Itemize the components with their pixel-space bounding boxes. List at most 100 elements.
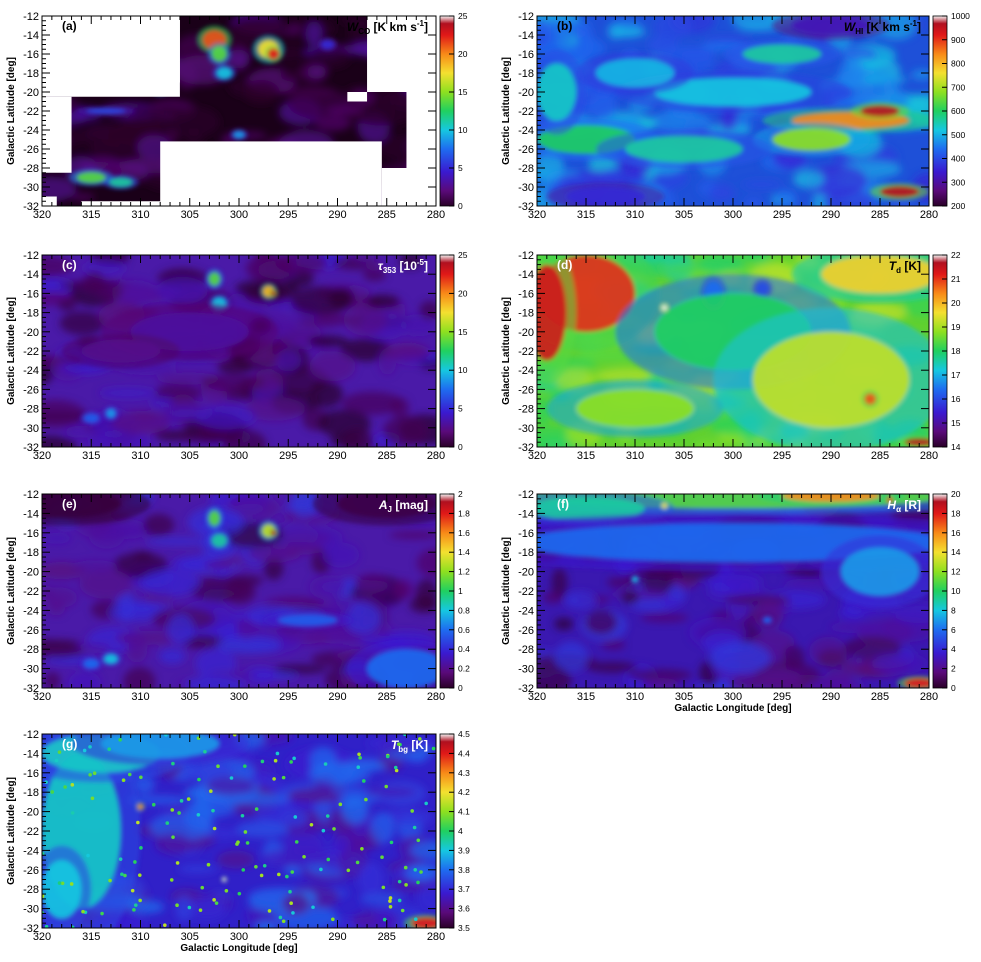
structure-core xyxy=(211,533,228,548)
point-source xyxy=(424,801,428,806)
colorbar-tick-label: 4.5 xyxy=(458,729,470,739)
structure-core xyxy=(216,67,233,79)
y-tick-label: -24 xyxy=(23,845,39,857)
structure-core xyxy=(104,654,118,664)
texture-patch xyxy=(123,667,156,688)
texture-patch xyxy=(343,303,387,336)
point-source xyxy=(42,851,45,856)
point-source xyxy=(278,915,283,920)
y-tick-label: -14 xyxy=(23,508,39,520)
point-source xyxy=(138,898,142,903)
x-tick-label: 300 xyxy=(230,931,248,943)
y-axis: -12 -14 -16 -18 -20 -22 -24 -26 -28 -30 -32 xyxy=(518,250,929,454)
structure-core xyxy=(742,44,822,64)
point-source xyxy=(275,751,280,756)
y-tick-label: -26 xyxy=(23,625,39,637)
y-axis-title: Galactic Latitude [deg] xyxy=(501,537,512,645)
structure-core xyxy=(211,46,228,62)
point-source xyxy=(277,872,281,877)
structure-core xyxy=(42,860,82,919)
structure-core xyxy=(83,658,100,669)
texture-patch xyxy=(154,833,192,855)
y-tick-label: -32 xyxy=(23,442,39,454)
point-source xyxy=(132,908,136,912)
texture-patch xyxy=(370,812,395,844)
title-exp: -1 xyxy=(417,19,425,28)
texture-patch xyxy=(341,427,374,447)
texture-patch xyxy=(782,645,805,669)
point-source xyxy=(311,905,315,910)
texture-patch xyxy=(225,579,256,605)
colorbar-tick-label: 4.1 xyxy=(458,807,470,817)
structure-core xyxy=(267,48,280,60)
title-sub: bg xyxy=(398,745,408,754)
y-tick-label: -20 xyxy=(518,567,534,579)
mask-region xyxy=(135,61,180,83)
x-tick-label: 295 xyxy=(773,691,791,703)
title-main: H xyxy=(887,498,896,512)
heatmap-image xyxy=(42,255,436,447)
colorbar-tick-label: 3.6 xyxy=(458,904,470,914)
texture-patch xyxy=(640,612,689,623)
x-tick-label: 305 xyxy=(181,450,199,462)
point-source xyxy=(186,797,191,801)
texture-patch xyxy=(166,613,195,645)
x-axis: 320 315 310 305 300 295 290 285 280 xyxy=(33,494,445,703)
point-source xyxy=(133,903,138,907)
point-source xyxy=(118,857,123,861)
colorbar-tick-label: 2 xyxy=(458,489,463,499)
y-tick-label: -28 xyxy=(518,163,534,175)
texture-patch xyxy=(287,788,337,803)
texture-patch xyxy=(731,16,775,32)
y-tick-label: -24 xyxy=(518,125,534,137)
colorbar: 14 15 16 17 18 19 20 21 22 xyxy=(932,250,961,452)
structure-core xyxy=(763,617,772,624)
point-source xyxy=(385,754,390,759)
structure-core xyxy=(367,649,436,688)
y-tick-label: -20 xyxy=(518,327,534,339)
y-tick-label: -16 xyxy=(518,528,534,540)
point-source xyxy=(413,867,418,872)
y-tick-label: -18 xyxy=(23,308,39,320)
point-source xyxy=(88,772,92,777)
y-tick-label: -26 xyxy=(518,144,534,156)
heatmap-structures xyxy=(537,494,929,688)
point-source xyxy=(362,779,366,783)
texture-patch xyxy=(606,576,638,589)
x-tick-label: 305 xyxy=(181,691,199,703)
colorbar-tick-label: 0 xyxy=(458,683,463,693)
texture-patch xyxy=(564,591,597,609)
texture-patch xyxy=(341,391,404,415)
texture-patch xyxy=(805,164,868,197)
point-source xyxy=(355,860,360,865)
panel-title: Td [K] xyxy=(889,259,921,275)
colorbar-tick-label: 21 xyxy=(951,274,961,284)
point-source xyxy=(326,857,331,862)
texture-patch xyxy=(409,596,436,614)
texture-patch xyxy=(366,294,400,309)
texture-patch xyxy=(389,530,436,540)
y-tick-label: -32 xyxy=(23,683,39,695)
heatmap-texture xyxy=(42,734,436,928)
x-tick-label: 305 xyxy=(181,931,199,943)
x-axis: 320 315 310 305 300 295 290 285 280 xyxy=(528,494,938,703)
x-tick-label: 315 xyxy=(577,209,595,221)
structure-core xyxy=(106,408,116,419)
y-tick-label: -12 xyxy=(518,11,534,23)
texture-patch xyxy=(229,792,291,805)
x-tick-label: 300 xyxy=(724,209,742,221)
structure-core xyxy=(661,502,668,509)
title-unit: [10 xyxy=(396,259,417,273)
colorbar-tick-label: 400 xyxy=(951,154,965,164)
texture-patch xyxy=(217,359,253,374)
point-source xyxy=(60,881,65,886)
point-source xyxy=(332,827,336,831)
x-tick-label: 295 xyxy=(279,691,297,703)
colorbar-tick-label: 1.8 xyxy=(458,508,470,518)
point-source xyxy=(118,737,122,742)
texture-patch xyxy=(44,671,61,688)
colorbar-tick-label: 0 xyxy=(458,442,463,452)
texture-patch xyxy=(359,892,403,906)
y-tick-label: -26 xyxy=(23,144,39,156)
y-tick-label: -18 xyxy=(23,547,39,559)
